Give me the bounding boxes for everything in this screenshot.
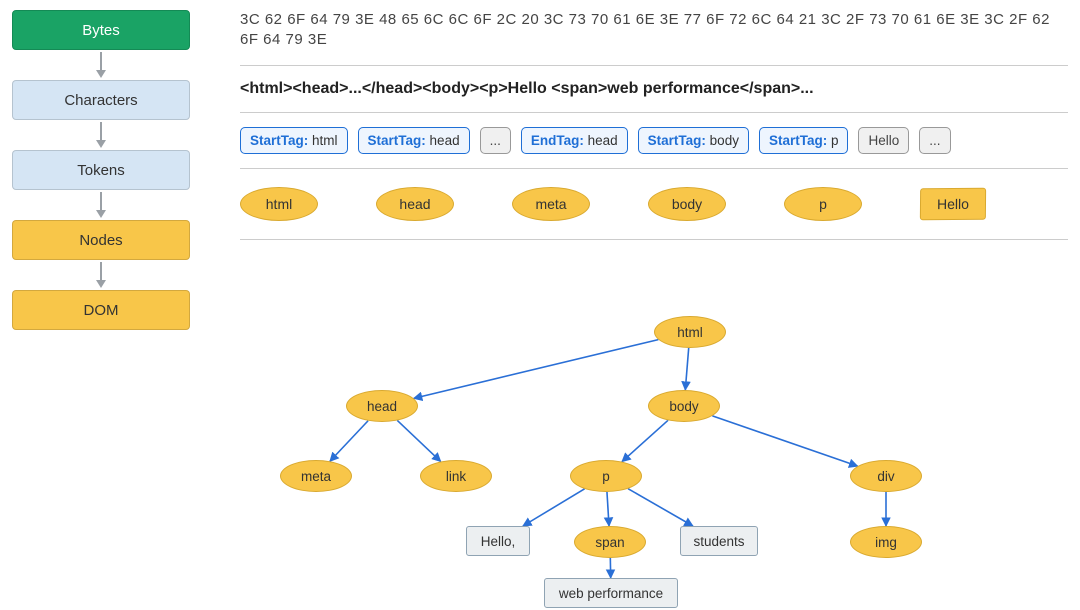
- node-ellipse: body: [648, 187, 726, 221]
- stage-column: Bytes Characters Tokens Nodes DOM: [12, 10, 190, 330]
- content-area: 3C 62 6F 64 79 3E 48 65 6C 6C 6F 2C 20 3…: [240, 10, 1068, 254]
- arrow-down-icon: [12, 50, 190, 80]
- tree-ellipse: link: [420, 460, 492, 492]
- tree-rect: students: [680, 526, 758, 556]
- separator: [240, 65, 1068, 66]
- token-box: StartTag: p: [759, 127, 849, 154]
- separator: [240, 112, 1068, 113]
- separator: [240, 239, 1068, 240]
- node-rect: Hello: [920, 187, 986, 220]
- separator: [240, 168, 1068, 169]
- tree-ellipse: meta: [280, 460, 352, 492]
- token-box: StartTag: html: [240, 127, 348, 154]
- node-ellipse: head: [376, 187, 454, 221]
- tree-ellipse: html: [654, 316, 726, 348]
- token-box: StartTag: head: [358, 127, 470, 154]
- dom-tree: html head body meta link p div Hello, span studen…: [240, 310, 1068, 600]
- token-box: ...: [480, 127, 511, 154]
- node-ellipse: p: [784, 187, 862, 221]
- arrow-down-icon: [12, 190, 190, 220]
- stage-nodes: Nodes: [12, 220, 190, 260]
- tree-rect: Hello,: [466, 526, 530, 556]
- stage-characters: Characters: [12, 80, 190, 120]
- tree-ellipse: img: [850, 526, 922, 558]
- tree-ellipse: p: [570, 460, 642, 492]
- arrow-down-icon: [12, 120, 190, 150]
- bytes-hex: 3C 62 6F 64 79 3E 48 65 6C 6C 6F 2C 20 3…: [240, 10, 1068, 51]
- tree-ellipse: head: [346, 390, 418, 422]
- tree-ellipse: span: [574, 526, 646, 558]
- token-box: Hello: [858, 127, 909, 154]
- characters-text: <html><head>...</head><body><p>Hello <sp…: [240, 80, 1068, 98]
- token-box: ...: [919, 127, 950, 154]
- stage-tokens: Tokens: [12, 150, 190, 190]
- stage-bytes: Bytes: [12, 10, 190, 50]
- tree-ellipse: body: [648, 390, 720, 422]
- token-box: StartTag: body: [638, 127, 749, 154]
- nodes-row: html head meta body p Hello: [240, 183, 1068, 221]
- tokens-row: StartTag: html StartTag: head... EndTag: h…: [240, 127, 1068, 154]
- node-ellipse: html: [240, 187, 318, 221]
- stage-dom: DOM: [12, 290, 190, 330]
- token-box: EndTag: head: [521, 127, 628, 154]
- tree-rect: web performance: [544, 578, 678, 608]
- node-ellipse: meta: [512, 187, 590, 221]
- tree-ellipse: div: [850, 460, 922, 492]
- arrow-down-icon: [12, 260, 190, 290]
